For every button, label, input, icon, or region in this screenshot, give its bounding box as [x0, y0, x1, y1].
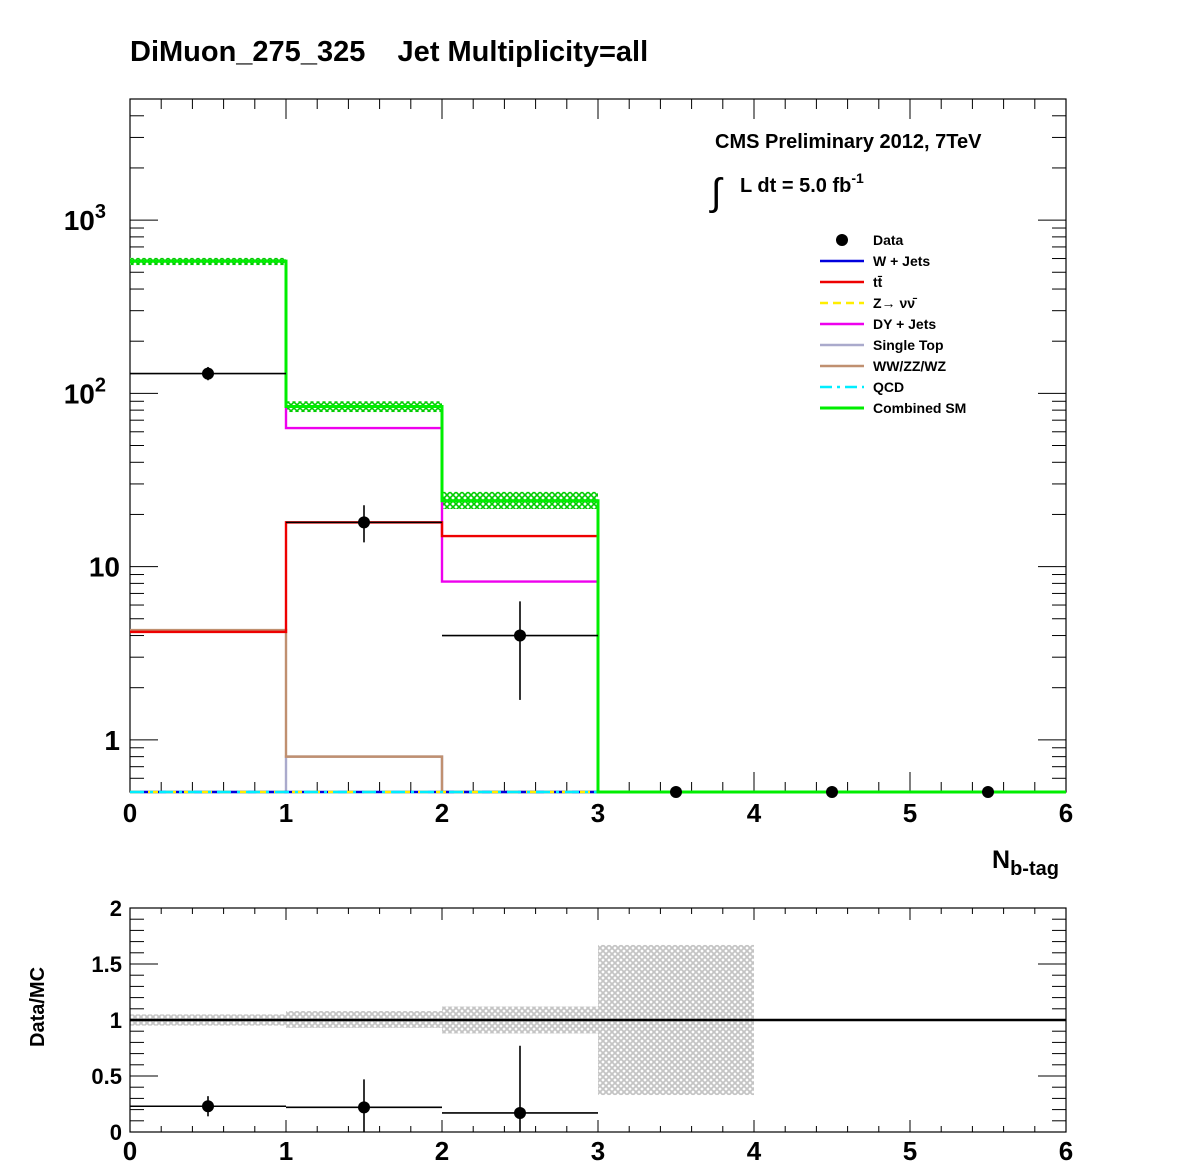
x-tick-label: 3	[591, 798, 605, 828]
ratio-data-point	[358, 1101, 370, 1114]
legend-label: Data	[873, 232, 904, 248]
data-point	[358, 516, 370, 529]
main-plot: 0 1 2 3 4 5 6 1 10 102 103 CMS Preliminary 2012, 7…	[64, 98, 1073, 880]
ratio-x-tick-label: 5	[903, 1136, 917, 1166]
ratio-y-tick-label: 1	[110, 1008, 122, 1033]
x-tick-label: 6	[1059, 798, 1073, 828]
y-tick-label: 10	[89, 552, 120, 583]
data-point	[826, 786, 838, 798]
ratio-x-tick-label: 4	[747, 1136, 762, 1166]
x-tick-label: 5	[903, 798, 917, 828]
data-point	[670, 786, 682, 798]
legend-label: Combined SM	[873, 400, 966, 416]
annotation-cms: CMS Preliminary 2012, 7TeV	[715, 131, 982, 153]
ratio-y-tick-label: 1.5	[91, 952, 122, 977]
legend-label: Z→ νν̄	[873, 295, 918, 311]
ratio-x-tick-label: 3	[591, 1136, 605, 1166]
ratio-y-tick-label: 0.5	[91, 1064, 122, 1089]
ratio-y-axis-label: Data/MC	[27, 967, 49, 1047]
ratio-plot: 0 1 2 3 4 5 6 0 0.5 1 1.5 2 Data/MC	[27, 896, 1073, 1166]
ratio-y-tick-label: 2	[110, 896, 122, 921]
integral-sign: ∫	[709, 172, 724, 214]
legend-label: QCD	[873, 379, 904, 395]
ratio-x-tick-label: 1	[279, 1136, 293, 1166]
legend-marker-data	[836, 234, 848, 246]
ratio-x-tick-label: 0	[123, 1136, 137, 1166]
y-tick-label: 1	[104, 725, 120, 756]
legend-label: DY + Jets	[873, 316, 936, 332]
x-axis-label: Nb-tag	[992, 846, 1059, 880]
y-tick-label: 103	[64, 201, 106, 236]
legend-label: W + Jets	[873, 253, 930, 269]
x-tick-label: 0	[123, 798, 137, 828]
y-tick-label: 102	[64, 374, 106, 409]
data-point	[514, 629, 526, 642]
x-tick-label: 1	[279, 798, 293, 828]
legend-label: WW/ZZ/WZ	[873, 358, 947, 374]
x-tick-label: 4	[747, 798, 762, 828]
legend-label: Single Top	[873, 337, 944, 353]
data-point	[982, 786, 994, 798]
ratio-data-point	[202, 1100, 214, 1113]
legend-label: tt̄	[873, 274, 883, 290]
plot-title: DiMuon_275_325 Jet Multiplicity=all	[130, 36, 649, 68]
ratio-x-tick-label: 2	[435, 1136, 449, 1166]
ratio-y-tick-label: 0	[110, 1120, 122, 1145]
annotation-lumi: L dt = 5.0 fb-1	[740, 170, 864, 197]
ratio-x-tick-label: 6	[1059, 1136, 1073, 1166]
data-point	[202, 367, 214, 380]
ratio-data-point	[514, 1106, 526, 1119]
x-tick-label: 2	[435, 798, 449, 828]
legend: Data W + Jets tt̄ Z→ νν̄ DY + Jets Single Top…	[820, 232, 966, 416]
